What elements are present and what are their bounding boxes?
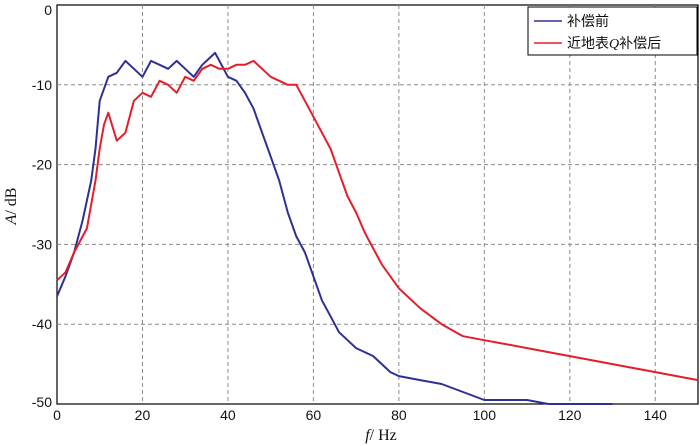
x-axis-label: f/ Hz bbox=[365, 427, 397, 444]
x-tick-label: 120 bbox=[558, 407, 582, 423]
series-layer bbox=[56, 51, 699, 405]
x-tick-label: 100 bbox=[473, 407, 497, 423]
x-tick-labels: 0 20 40 60 80 100 120 140 bbox=[53, 407, 667, 423]
plot-area bbox=[56, 4, 699, 405]
legend-box bbox=[527, 6, 698, 56]
x-tick-label: 0 bbox=[53, 407, 61, 423]
y-axis-var: A bbox=[3, 214, 20, 225]
y-tick-labels: 0 -10 -20 -30 -40 -50 bbox=[32, 2, 52, 410]
y-axis-label: A/ dB bbox=[3, 188, 20, 226]
x-tick-label: 40 bbox=[220, 407, 236, 423]
x-axis-unit: / Hz bbox=[370, 427, 397, 444]
legend-label-before: 补偿前 bbox=[567, 13, 609, 30]
series-line-0 bbox=[56, 51, 613, 405]
x-tick-label: 140 bbox=[644, 407, 668, 423]
x-tick-label: 60 bbox=[306, 407, 322, 423]
y-tick-label: -50 bbox=[32, 394, 52, 410]
legend: 补偿前 近地表Q补偿后 bbox=[527, 6, 698, 56]
series-line-1 bbox=[56, 59, 699, 382]
y-tick-label: -10 bbox=[32, 77, 52, 93]
y-tick-label: -20 bbox=[32, 157, 52, 173]
y-tick-label: 0 bbox=[44, 2, 52, 18]
y-axis-unit: / dB bbox=[3, 188, 20, 215]
x-tick-label: 80 bbox=[391, 407, 407, 423]
grid bbox=[57, 5, 698, 404]
y-tick-label: -40 bbox=[32, 316, 52, 332]
legend-label-after: 近地表Q补偿后 bbox=[567, 36, 661, 52]
y-tick-label: -30 bbox=[32, 236, 52, 252]
x-axis-var: f bbox=[365, 427, 372, 444]
x-tick-label: 20 bbox=[135, 407, 151, 423]
